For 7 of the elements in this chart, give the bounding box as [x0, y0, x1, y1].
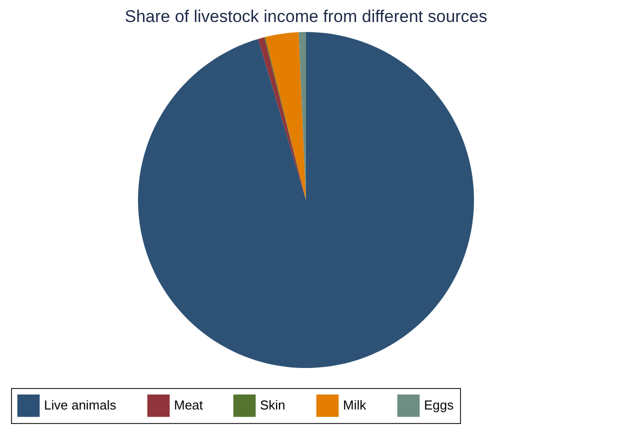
pie-slice: [138, 32, 474, 368]
chart-title: Share of livestock income from different sources: [124, 7, 488, 26]
legend-label: Meat: [174, 398, 204, 413]
legend-label: Milk: [343, 398, 367, 413]
legend-label: Eggs: [424, 398, 454, 413]
legend-label: Live animals: [44, 398, 117, 413]
legend-label: Skin: [260, 398, 286, 413]
